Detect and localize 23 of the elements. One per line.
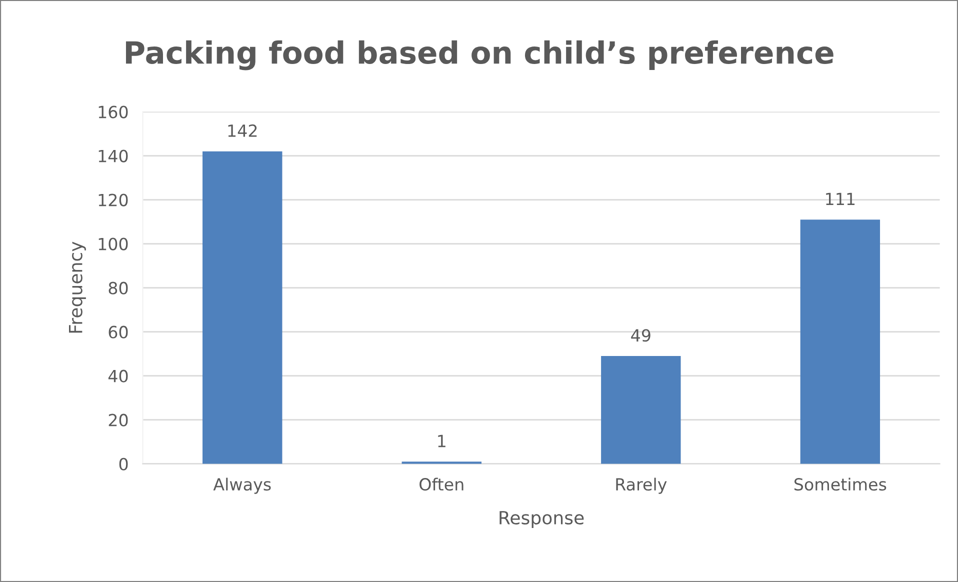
x-tick-label: Often [420, 478, 464, 491]
y-tick-label: 0 [119, 458, 128, 470]
bar [202, 151, 282, 464]
chart-title: Packing food based on child’s preference [126, 40, 834, 70]
data-label: 142 [228, 124, 257, 137]
y-tick-label: 60 [108, 326, 128, 338]
bar [800, 220, 880, 464]
x-tick-label: Sometimes [794, 478, 886, 491]
y-tick-label: 80 [108, 282, 128, 294]
y-tick-label: 140 [98, 150, 128, 162]
y-tick-label: 20 [108, 414, 128, 426]
data-label: 49 [631, 329, 650, 342]
y-tick-label: 40 [108, 370, 128, 382]
x-axis-title: Response [500, 511, 584, 528]
data-label: 111 [826, 192, 855, 205]
x-tick-label: Always [213, 478, 271, 494]
data-label: 1 [438, 434, 446, 448]
y-axis-title: Frequency [69, 242, 86, 333]
y-tick-label: 100 [98, 238, 128, 250]
x-tick-label: Rarely [616, 478, 667, 494]
y-tick-label: 120 [98, 194, 128, 206]
y-tick-label: 160 [98, 106, 128, 118]
bar [601, 356, 681, 464]
